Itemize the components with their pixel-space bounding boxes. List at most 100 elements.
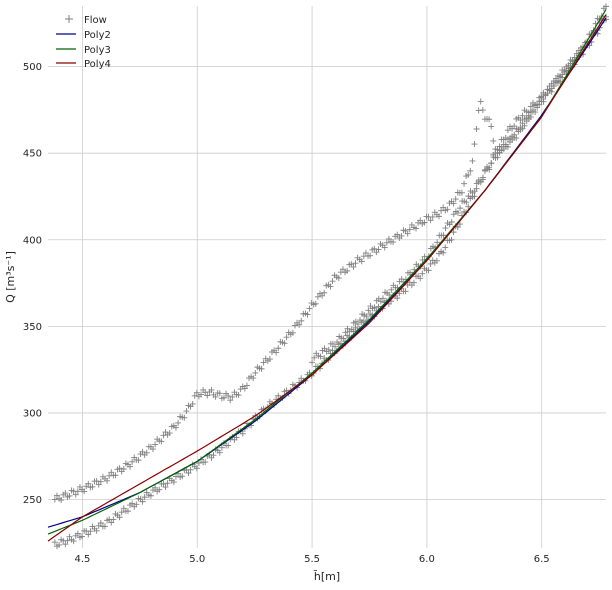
fit-lines xyxy=(47,9,607,542)
flow-point xyxy=(139,448,146,455)
flow-point xyxy=(440,249,447,256)
y-tick-label: 400 xyxy=(23,235,42,246)
flow-point xyxy=(296,321,303,328)
flow-point xyxy=(229,393,236,400)
flow-point xyxy=(435,213,442,220)
flow-point xyxy=(147,492,154,499)
flow-point xyxy=(427,260,434,267)
flow-point xyxy=(311,354,318,361)
flow-point xyxy=(465,203,472,210)
legend-label-poly3: Poly3 xyxy=(84,45,111,56)
flow-point xyxy=(342,329,349,336)
flow-point xyxy=(79,533,86,540)
flow-point xyxy=(160,432,167,439)
flow-point xyxy=(127,463,134,470)
flow-point xyxy=(116,465,123,472)
flow-point xyxy=(181,414,188,421)
flow-point xyxy=(166,430,173,437)
flow-point xyxy=(87,528,94,535)
flow-point xyxy=(417,217,424,224)
flow-point xyxy=(289,329,296,336)
flow-point xyxy=(527,103,534,110)
flow-point xyxy=(425,267,432,274)
flow-point xyxy=(429,213,436,220)
x-axis-label: h̄[m] xyxy=(313,570,340,583)
flow-point xyxy=(525,115,532,122)
flow-point xyxy=(404,230,411,237)
flow-point xyxy=(172,424,179,431)
flow-point xyxy=(548,85,555,92)
y-tick-label: 450 xyxy=(23,149,42,160)
flow-point xyxy=(352,260,359,267)
flow-point xyxy=(442,225,449,232)
flow-point xyxy=(334,339,341,346)
flow-point xyxy=(70,538,77,545)
legend-entry-poly2: Poly2 xyxy=(56,30,111,41)
flow-point xyxy=(540,98,547,105)
flow-point xyxy=(56,541,63,548)
flow-point xyxy=(504,127,511,134)
flow-point xyxy=(371,245,378,252)
legend: Flow Poly2 Poly3 Poly4 xyxy=(56,15,111,70)
flow-point xyxy=(367,252,374,259)
flow-point xyxy=(486,116,493,123)
flow-point xyxy=(135,457,142,464)
flow-point xyxy=(198,391,205,398)
flow-point xyxy=(463,199,470,206)
flow-point xyxy=(486,166,493,173)
x-tick-label: 5.0 xyxy=(189,554,205,565)
flow-point xyxy=(461,180,468,187)
flow-point xyxy=(473,180,480,187)
flow-point xyxy=(85,531,92,538)
flow-point xyxy=(563,68,570,75)
flow-point xyxy=(225,392,232,399)
flow-point xyxy=(477,98,484,105)
flow-point xyxy=(208,386,215,393)
flow-point xyxy=(189,400,196,407)
flow-point xyxy=(314,293,321,300)
flow-point xyxy=(473,125,480,132)
flow-point xyxy=(362,249,369,256)
flow-point xyxy=(509,136,516,143)
flow-point xyxy=(398,232,405,239)
flow-point xyxy=(603,3,609,10)
flow-point xyxy=(557,73,564,80)
flow-point xyxy=(348,326,355,333)
flow-point xyxy=(164,480,171,487)
flow-point xyxy=(479,107,486,114)
flow-point xyxy=(58,497,65,504)
flow-point xyxy=(573,50,580,57)
flow-point xyxy=(340,335,347,342)
flow-point xyxy=(444,206,451,213)
flow-point xyxy=(281,340,288,347)
legend-label-poly4: Poly4 xyxy=(84,59,111,70)
flow-point xyxy=(193,465,200,472)
y-tick-label: 350 xyxy=(23,322,42,333)
flow-point xyxy=(496,147,503,154)
flow-point xyxy=(488,123,495,130)
legend-label-flow: Flow xyxy=(84,15,107,26)
flow-point xyxy=(477,178,484,185)
flow-point xyxy=(357,317,364,324)
flow-point xyxy=(467,167,474,174)
flow-point xyxy=(471,188,478,195)
flow-point xyxy=(317,353,324,360)
flow-point xyxy=(210,452,217,459)
flow-point xyxy=(133,501,140,508)
flow-point xyxy=(344,267,351,274)
flow-point xyxy=(532,109,539,116)
flow-point xyxy=(170,479,177,486)
flow-point xyxy=(89,483,96,490)
flow-point xyxy=(363,313,370,320)
legend-entry-poly4: Poly4 xyxy=(56,59,111,70)
flow-point xyxy=(202,459,209,466)
flow-point xyxy=(143,449,150,456)
plot-background xyxy=(48,6,606,548)
flow-point xyxy=(108,519,115,526)
flow-point xyxy=(81,488,88,495)
flow-point xyxy=(442,244,449,251)
flow-point xyxy=(379,295,386,302)
flow-point xyxy=(66,492,73,499)
flow-point xyxy=(64,537,71,544)
